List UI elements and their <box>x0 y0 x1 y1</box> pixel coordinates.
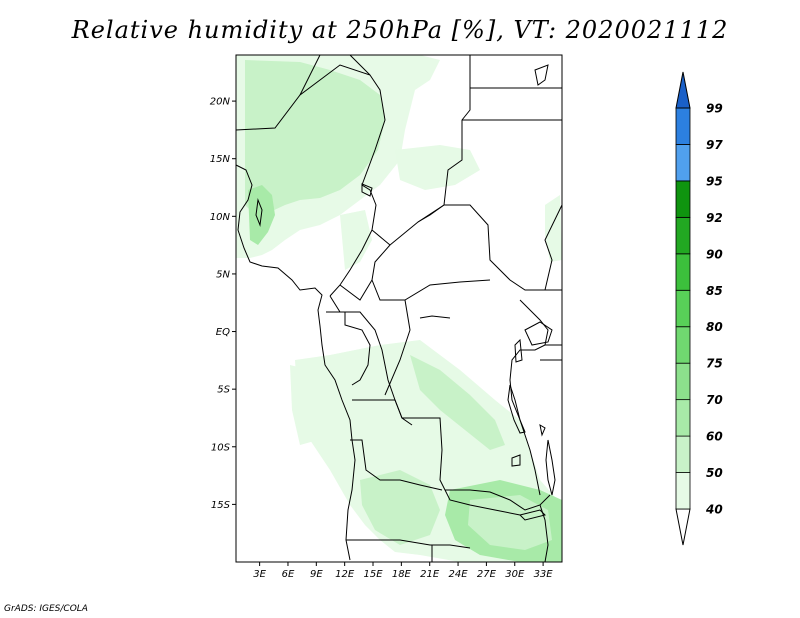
colorbar-label: 97 <box>706 138 723 152</box>
humidity-area-sahel-core <box>245 60 385 215</box>
credit-label: GrADS: IGES/COLA <box>4 604 88 614</box>
border-north-3 <box>349 54 371 76</box>
colorbar-label: 99 <box>706 102 723 116</box>
lake-north-east <box>534 64 549 86</box>
lon-tick-label: 33E <box>534 569 554 580</box>
river-congo <box>419 315 451 319</box>
lakes <box>255 64 556 521</box>
border-congo-south <box>352 399 521 516</box>
lat-tick-label: 10N <box>210 212 231 223</box>
colorbar-band <box>675 362 691 401</box>
humidity-area-congo-core <box>410 355 505 450</box>
colorbar-label: 70 <box>706 393 723 407</box>
lake-kivu <box>514 338 523 363</box>
latitude-axis: 20N 15N 10N 5N EQ 5S 10S 15S <box>210 97 236 511</box>
colorbar-band <box>675 107 691 145</box>
humidity-fields <box>236 55 562 562</box>
border-central-1 <box>371 204 445 246</box>
lon-tick-label: 21E <box>420 569 440 580</box>
border-east-3 <box>544 204 563 291</box>
humidity-area-north-east <box>395 145 480 190</box>
lake-victoria <box>524 321 553 346</box>
lat-tick-label: 20N <box>210 97 231 108</box>
border-central-2 <box>371 244 491 301</box>
colorbar-label: 90 <box>706 247 723 261</box>
longitude-axis: 3E 6E 9E 12E 15E 18E 21E 24E 27E 30E 33E <box>253 562 553 580</box>
colorbar-label: 92 <box>706 211 723 225</box>
lake-volta <box>255 198 263 227</box>
border-central-5 <box>384 299 411 396</box>
colorbar-band <box>675 180 691 218</box>
lake-malawi <box>545 439 556 496</box>
plot-frame <box>235 54 563 563</box>
colorbar-under-triangle <box>675 508 691 546</box>
lake-mweru <box>511 454 521 467</box>
lon-tick-label: 24E <box>449 569 469 580</box>
lon-tick-label: 9E <box>310 569 323 580</box>
lake-tanganyika <box>507 384 526 434</box>
colorbar-band <box>675 326 691 364</box>
colorbar-label: 85 <box>706 284 723 298</box>
colorbar-label: 40 <box>705 503 723 517</box>
humidity-area-central-band <box>340 210 372 270</box>
lon-tick-label: 15E <box>363 569 383 580</box>
lon-tick-label: 27E <box>477 569 497 580</box>
colorbar-band <box>675 289 691 328</box>
border-angola-south <box>346 539 471 549</box>
colorbar-label: 95 <box>706 174 723 188</box>
colorbar-band <box>675 399 691 437</box>
colorbar-band <box>675 216 691 255</box>
chart-title: Relative humidity at 250hPa [%], VT: 202… <box>71 16 729 44</box>
border-gabon <box>326 311 371 386</box>
border-central-3 <box>339 279 373 301</box>
colorbar-label: 60 <box>706 430 723 444</box>
colorbar-band <box>675 144 691 182</box>
border-north-2 <box>299 54 321 96</box>
humidity-area-angola <box>360 470 440 545</box>
lat-tick-label: 15N <box>210 154 231 165</box>
border-angola <box>350 439 443 491</box>
lake-kariba <box>519 509 546 521</box>
humidity-area-east-equator <box>545 195 562 262</box>
colorbar-band <box>675 253 691 291</box>
lat-tick-label: EQ <box>216 327 230 338</box>
colorbar: 40 50 60 70 75 80 85 90 92 95 97 99 <box>675 71 723 546</box>
border-east-2 <box>444 204 562 291</box>
lake-chad <box>361 183 373 197</box>
lat-tick-label: 10S <box>211 442 231 453</box>
coastline-west-africa <box>235 164 356 561</box>
border-north-1 <box>235 64 386 297</box>
lon-tick-label: 12E <box>335 569 355 580</box>
colorbar-band <box>675 472 691 510</box>
colorbar-label: 80 <box>706 320 723 334</box>
lat-tick-label: 5S <box>217 385 230 396</box>
colorbar-label: 50 <box>706 466 723 480</box>
lat-tick-label: 15S <box>211 500 231 511</box>
lon-tick-label: 18E <box>392 569 412 580</box>
lake-east-1 <box>539 423 546 437</box>
lon-tick-label: 6E <box>282 569 295 580</box>
colorbar-label: 75 <box>706 357 723 371</box>
lat-tick-label: 5N <box>216 269 230 280</box>
country-borders <box>235 54 563 563</box>
humidity-area-atlantic <box>290 365 320 445</box>
colorbar-band <box>675 435 691 473</box>
lon-tick-label: 30E <box>505 569 525 580</box>
colorbar-over-triangle <box>675 71 691 109</box>
lon-tick-label: 3E <box>253 569 266 580</box>
